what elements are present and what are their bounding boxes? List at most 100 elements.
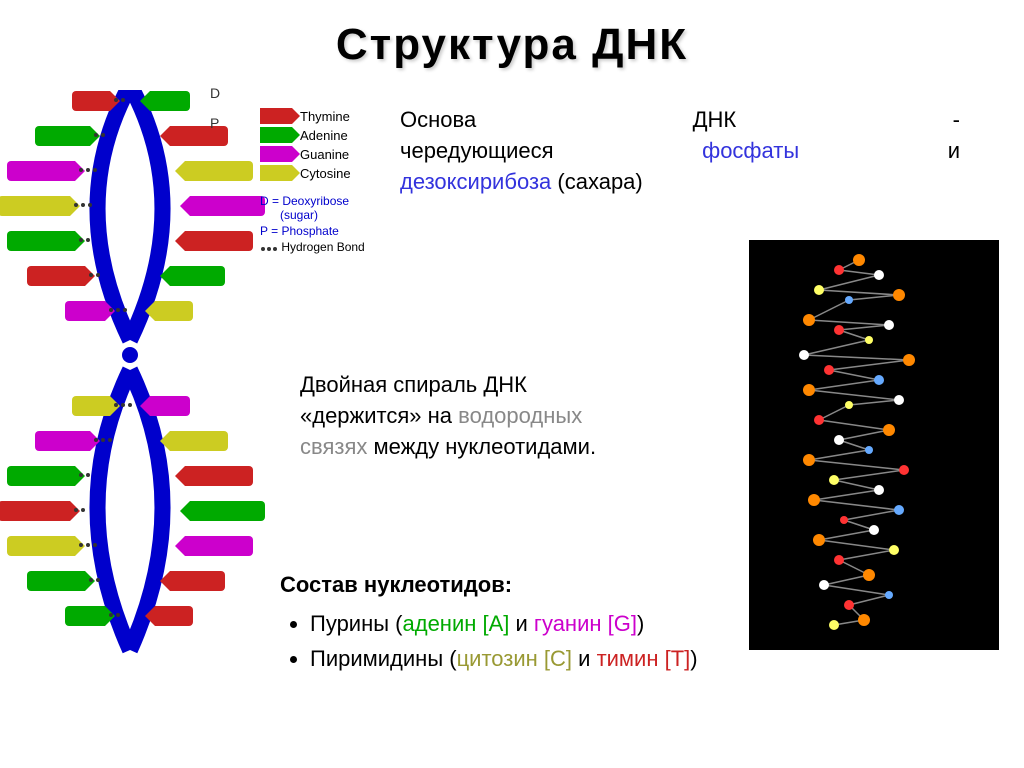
atom	[865, 446, 873, 454]
hydrogen-bond	[74, 203, 92, 207]
atom	[874, 270, 884, 280]
atom	[865, 336, 873, 344]
hydrogen-bond	[79, 473, 90, 477]
atom	[899, 465, 909, 475]
legend-key-text: D = Deoxyribose (sugar)	[260, 194, 365, 222]
atom	[894, 505, 904, 515]
atom	[834, 435, 844, 445]
atom	[845, 296, 853, 304]
base-left	[0, 501, 70, 521]
legend-base-row: Cytosine	[260, 165, 365, 181]
atom	[874, 375, 884, 385]
base-right	[150, 91, 190, 111]
atom	[803, 454, 815, 466]
base-right	[170, 266, 225, 286]
atom	[834, 325, 844, 335]
atom	[840, 516, 848, 524]
base-right	[185, 161, 253, 181]
atom	[903, 354, 915, 366]
atom	[884, 320, 894, 330]
desc1-w3: чередующиеся	[400, 136, 554, 167]
base-right	[170, 571, 225, 591]
hydrogen-bond	[89, 578, 100, 582]
atom	[885, 591, 893, 599]
base-pair	[30, 430, 230, 452]
legend-color-swatch	[260, 165, 292, 181]
base-left	[7, 161, 75, 181]
description-backbone: Основа ДНК - чередующиеся фосфаты и дезо…	[400, 105, 960, 197]
atom	[893, 289, 905, 301]
base-left	[72, 396, 110, 416]
desc1-w5: и	[948, 136, 960, 167]
legend-base-row: Guanine	[260, 146, 365, 162]
base-pair	[30, 265, 230, 287]
atom	[803, 384, 815, 396]
d-label: D	[210, 85, 220, 101]
desc2-line1: Двойная спираль ДНК	[300, 370, 710, 401]
atom	[824, 365, 834, 375]
atom	[863, 569, 875, 581]
atom	[883, 424, 895, 436]
atom	[808, 494, 820, 506]
atom	[889, 545, 899, 555]
base-pair	[30, 160, 230, 182]
base-right	[185, 231, 253, 251]
hydrogen-bond	[94, 133, 105, 137]
base-right	[185, 466, 253, 486]
description-hbonds: Двойная спираль ДНК «держится» на водоро…	[300, 370, 710, 462]
atom	[869, 525, 879, 535]
base-right	[190, 196, 265, 216]
atom	[874, 485, 884, 495]
base-pair	[30, 195, 230, 217]
legend-label: Cytosine	[300, 166, 351, 181]
base-left	[35, 431, 90, 451]
atom	[858, 614, 870, 626]
legend-label: Guanine	[300, 147, 349, 162]
hydrogen-bond	[114, 403, 132, 407]
dna-schematic-diagram: D P	[30, 90, 230, 750]
page-title: Структура ДНК	[0, 20, 1024, 70]
p-label: P	[210, 115, 219, 131]
atom	[834, 265, 844, 275]
base-left	[65, 301, 105, 321]
atom	[814, 415, 824, 425]
legend-color-swatch	[260, 108, 292, 124]
legend-key-text: P = Phosphate	[260, 224, 365, 238]
atom	[829, 620, 839, 630]
atom	[829, 475, 839, 485]
desc1-w2: ДНК	[693, 105, 737, 136]
atom	[853, 254, 865, 266]
atom	[844, 600, 854, 610]
base-right	[150, 396, 190, 416]
legend-box: Thymine Adenine Guanine Cytosine D = Deoxyr…	[260, 105, 365, 256]
base-pair	[30, 300, 230, 322]
legend-label: Adenine	[300, 128, 348, 143]
base-left	[65, 606, 105, 626]
base-right	[155, 301, 193, 321]
nucleotide-composition: Состав нуклеотидов: Пурины (аденин [A] и…	[280, 570, 780, 678]
base-right	[170, 431, 228, 451]
base-right	[155, 606, 193, 626]
legend-label: Thymine	[300, 109, 350, 124]
base-right	[185, 536, 253, 556]
nucleotide-bullet: Пиримидины (цитозин [C] и тимин [T])	[310, 644, 780, 675]
desc1-w7: (сахара)	[557, 169, 642, 194]
nucleotide-bullet: Пурины (аденин [A] и гуанин [G])	[310, 609, 780, 640]
dna-molecular-model	[749, 240, 999, 650]
base-left	[27, 571, 85, 591]
base-left	[7, 536, 75, 556]
base-left	[7, 231, 75, 251]
base-pair	[30, 465, 230, 487]
hydrogen-bond	[74, 508, 85, 512]
nucleotide-title: Состав нуклеотидов:	[280, 570, 780, 601]
desc1-w4: фосфаты	[702, 136, 799, 167]
base-left	[35, 126, 90, 146]
atom	[819, 580, 829, 590]
legend-base-row: Thymine	[260, 108, 365, 124]
atom	[813, 534, 825, 546]
atom	[814, 285, 824, 295]
base-left	[0, 196, 70, 216]
legend-base-row: Adenine	[260, 127, 365, 143]
base-pair	[30, 90, 230, 112]
hydrogen-bond	[79, 168, 97, 172]
